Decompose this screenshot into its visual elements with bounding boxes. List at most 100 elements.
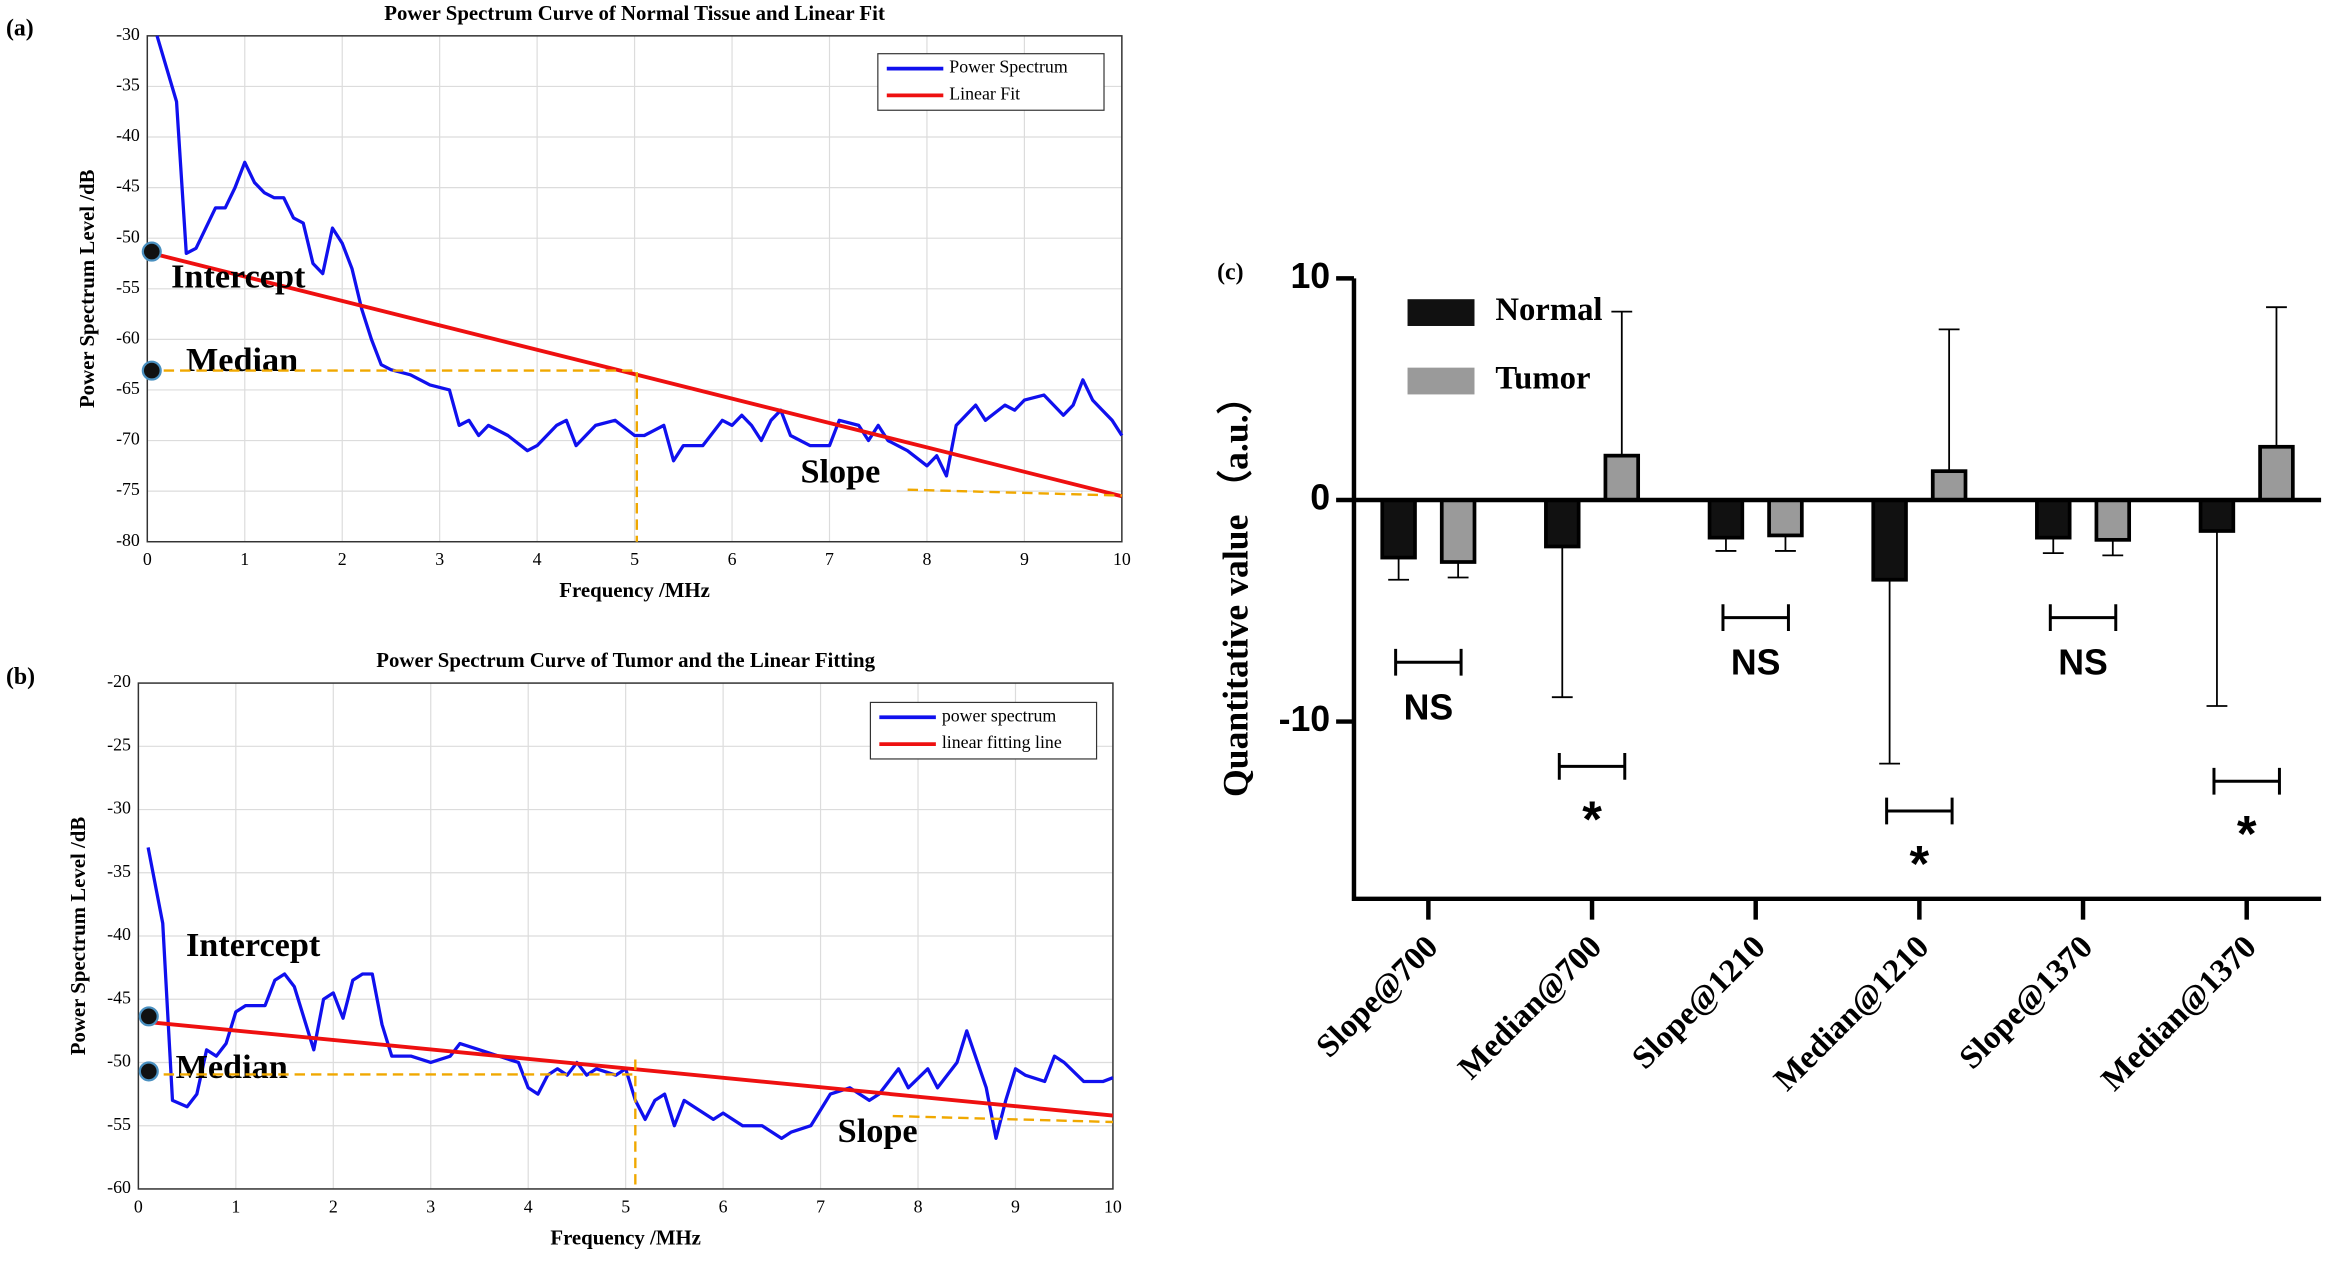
y-tick-label: -30 xyxy=(107,798,131,818)
guide-lines xyxy=(163,369,1122,1189)
annotation: Slope xyxy=(838,1113,918,1150)
x-tick-label: 5 xyxy=(630,549,639,569)
annotation: Slope xyxy=(800,454,880,491)
significance-label: * xyxy=(1582,790,1602,847)
significance-label: * xyxy=(2237,805,2257,862)
x-tick-label: 10 xyxy=(1113,549,1131,569)
marker-dot xyxy=(141,360,162,381)
bar xyxy=(1767,498,1804,538)
bar xyxy=(1707,498,1745,540)
slope-guide xyxy=(892,1114,1113,1124)
marker-dot xyxy=(141,241,162,262)
y-tick-label: 0 xyxy=(1310,477,1330,517)
median-guide xyxy=(163,369,639,542)
significance-bracket xyxy=(1885,797,1954,825)
x-axis-label: Frequency /MHz xyxy=(559,578,710,602)
marker-dot xyxy=(138,1006,159,1027)
panel-label: (b) xyxy=(6,664,35,690)
x-tick-label: 5 xyxy=(621,1196,630,1216)
bar xyxy=(1603,453,1641,502)
bar xyxy=(1871,498,1908,582)
significance-bracket xyxy=(2212,767,2281,795)
panel-label: (a) xyxy=(6,15,34,41)
x-tick-label: 1 xyxy=(240,549,249,569)
significance-bracket xyxy=(2048,604,2118,632)
bar xyxy=(1380,498,1417,560)
y-tick-label: -40 xyxy=(116,125,140,145)
legend-label: Linear Fit xyxy=(949,83,1020,103)
chart-title: Power Spectrum Curve of Tumor and the Li… xyxy=(376,648,875,672)
annotation: Median xyxy=(186,342,298,379)
bar xyxy=(1544,498,1581,549)
x-tick-label: 1 xyxy=(231,1196,240,1216)
x-tick-label: 2 xyxy=(329,1196,338,1216)
legend-box xyxy=(877,53,1105,111)
series-line xyxy=(146,847,1114,1141)
x-tick-label: 4 xyxy=(533,549,542,569)
x-tick-label: 8 xyxy=(914,1196,923,1216)
significance-label: NS xyxy=(1404,687,1454,727)
marker-dot xyxy=(138,1061,159,1082)
y-tick-label: -45 xyxy=(116,176,140,196)
x-tick-label: 2 xyxy=(338,549,347,569)
x-tick-label: 7 xyxy=(825,549,834,569)
plot-frame xyxy=(146,35,1123,543)
y-tick-label: -25 xyxy=(107,734,131,754)
chart-title: Power Spectrum Curve of Normal Tissue an… xyxy=(384,1,885,25)
y-tick-label: -40 xyxy=(107,924,131,944)
legend-label: power spectrum xyxy=(942,705,1057,725)
bar xyxy=(1930,469,1968,502)
legend-label: Tumor xyxy=(1495,361,1590,397)
y-tick-label: -45 xyxy=(107,987,131,1007)
x-tick-label: 3 xyxy=(426,1196,435,1216)
annotation: Median xyxy=(176,1049,288,1086)
significance-label: * xyxy=(1910,835,1930,892)
y-tick-label: -75 xyxy=(116,479,140,499)
x-tick-label: 9 xyxy=(1020,549,1029,569)
y-axis-label: Power Spectrum Level /dB xyxy=(66,817,90,1056)
slope-guide xyxy=(907,488,1122,497)
x-tick-label: 0 xyxy=(134,1196,143,1216)
significance-bracket xyxy=(1557,753,1627,780)
legend-swatch xyxy=(1407,367,1475,395)
y-tick-label: -20 xyxy=(107,671,131,691)
plot-frame xyxy=(137,682,1114,1190)
y-axis-label: Quantitative value （a.u.） xyxy=(1216,379,1256,797)
x-tick-label: 6 xyxy=(728,549,737,569)
bar xyxy=(1439,498,1477,564)
y-tick-label: -55 xyxy=(107,1114,131,1134)
bar xyxy=(2258,444,2295,502)
y-tick-label: -35 xyxy=(116,75,140,95)
series-line xyxy=(147,1020,1114,1118)
x-axis-label: Frequency /MHz xyxy=(550,1225,701,1249)
y-axis-label: Power Spectrum Level /dB xyxy=(75,169,99,408)
bar xyxy=(2094,498,2132,542)
x-tick-label: 10 xyxy=(1104,1196,1122,1216)
panel-label: (c) xyxy=(1217,259,1243,285)
y-tick-label: -10 xyxy=(1279,699,1331,739)
y-tick-label: 10 xyxy=(1290,256,1330,296)
legend-label: Normal xyxy=(1495,292,1602,328)
annotation: Intercept xyxy=(186,927,321,964)
y-tick-label: -60 xyxy=(107,1177,131,1197)
bar xyxy=(2198,498,2236,533)
y-tick-label: -60 xyxy=(116,327,140,347)
x-tick-label: 0 xyxy=(143,549,152,569)
y-tick-label: -80 xyxy=(116,530,140,550)
y-tick-label: -50 xyxy=(116,226,140,246)
annotation: Intercept xyxy=(171,259,306,296)
x-tick-label: 7 xyxy=(816,1196,825,1216)
x-tick-label: 3 xyxy=(435,549,444,569)
significance-bracket xyxy=(1394,648,1463,676)
significance-bracket xyxy=(1721,604,1790,632)
significance-label: NS xyxy=(1731,643,1781,683)
bar xyxy=(2035,498,2072,540)
x-tick-label: 9 xyxy=(1011,1196,1020,1216)
x-tick-label: 6 xyxy=(719,1196,728,1216)
series-line xyxy=(155,35,1124,478)
significance-label: NS xyxy=(2058,643,2108,683)
x-tick-label: 8 xyxy=(922,549,931,569)
legend-box xyxy=(869,701,1098,760)
